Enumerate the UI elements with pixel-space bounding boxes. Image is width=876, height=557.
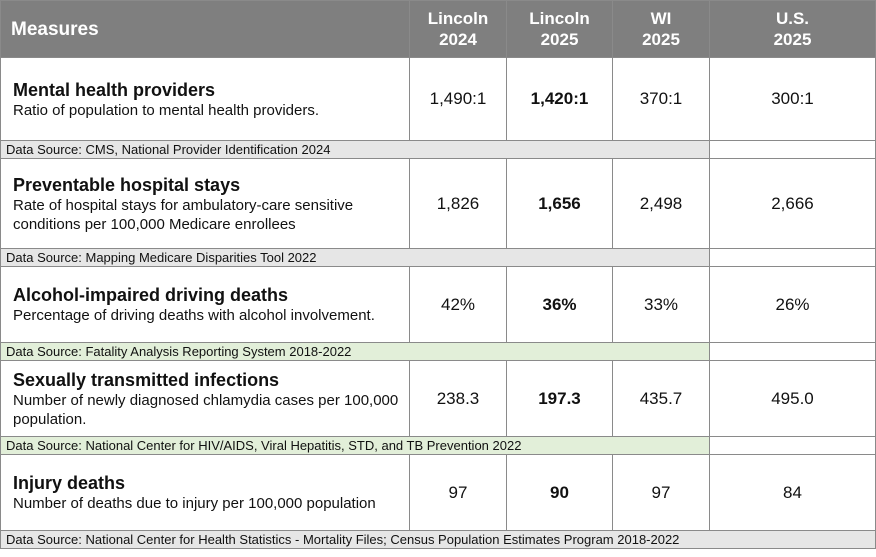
measure-cell: Preventable hospital stays Rate of hospi…	[0, 158, 410, 249]
measure-description: Number of deaths due to injury per 100,0…	[13, 495, 376, 512]
measure-row-injury-deaths: Injury deaths Number of deaths due to in…	[0, 454, 876, 531]
header-line1: U.S.	[775, 9, 810, 28]
value-lincoln-2024: 1,490:1	[409, 57, 507, 141]
header-line2: 2024	[439, 30, 477, 49]
measure-title: Injury deaths	[13, 473, 126, 493]
source-blank-cell	[709, 342, 876, 361]
source-blank-cell	[709, 436, 876, 455]
measure-title: Mental health providers	[13, 79, 216, 100]
header-line1: WI	[650, 9, 672, 28]
measure-title: Sexually transmitted infections	[13, 369, 280, 390]
source-row: Data Source: National Center for Health …	[0, 530, 876, 549]
data-source: Data Source: Mapping Medicare Disparitie…	[0, 248, 710, 267]
measure-cell: Sexually transmitted infections Number o…	[0, 360, 410, 437]
header-row: Measures Lincoln 2024 Lincoln 2025 WI 20…	[0, 0, 876, 58]
value-us-2025: 26%	[709, 266, 876, 343]
data-source: Data Source: CMS, National Provider Iden…	[0, 140, 710, 159]
measure-description: Rate of hospital stays for ambulatory-ca…	[13, 196, 354, 233]
value-wi-2025: 370:1	[612, 57, 710, 141]
data-source: Data Source: Fatality Analysis Reporting…	[0, 342, 710, 361]
measure-description: Number of newly diagnosed chlamydia case…	[13, 391, 399, 428]
value-wi-2025: 435.7	[612, 360, 710, 437]
value-lincoln-2025: 197.3	[506, 360, 613, 437]
value-wi-2025: 2,498	[612, 158, 710, 249]
measure-cell: Mental health providers Ratio of populat…	[0, 57, 410, 141]
data-source: Data Source: National Center for HIV/AID…	[0, 436, 710, 455]
source-row: Data Source: Fatality Analysis Reporting…	[0, 342, 876, 361]
us-2025-header: U.S. 2025	[709, 0, 876, 58]
source-blank-cell	[709, 140, 876, 159]
measure-row-sexually-transmitted-infections: Sexually transmitted infections Number o…	[0, 360, 876, 437]
value-lincoln-2025: 1,420:1	[506, 57, 613, 141]
value-us-2025: 495.0	[709, 360, 876, 437]
measures-header: Measures	[0, 0, 410, 58]
header-line2: 2025	[540, 30, 579, 49]
value-wi-2025: 97	[612, 454, 710, 531]
header-line2: 2025	[642, 30, 680, 49]
value-lincoln-2024: 97	[409, 454, 507, 531]
measure-row-alcohol-impaired-driving-deaths: Alcohol-impaired driving deaths Percenta…	[0, 266, 876, 343]
value-lincoln-2024: 42%	[409, 266, 507, 343]
measure-cell: Alcohol-impaired driving deaths Percenta…	[0, 266, 410, 343]
value-us-2025: 2,666	[709, 158, 876, 249]
value-lincoln-2024: 238.3	[409, 360, 507, 437]
source-row: Data Source: CMS, National Provider Iden…	[0, 140, 876, 159]
value-lincoln-2025: 36%	[506, 266, 613, 343]
value-lincoln-2025: 1,656	[506, 158, 613, 249]
value-wi-2025: 33%	[612, 266, 710, 343]
source-blank-cell	[709, 248, 876, 267]
wi-2025-header: WI 2025	[612, 0, 710, 58]
lincoln-2024-header: Lincoln 2024	[409, 0, 507, 58]
source-row: Data Source: Mapping Medicare Disparitie…	[0, 248, 876, 267]
measure-description: Percentage of driving deaths with alcoho…	[13, 307, 375, 324]
measure-title: Alcohol-impaired driving deaths	[13, 285, 289, 305]
value-us-2025: 84	[709, 454, 876, 531]
value-lincoln-2024: 1,826	[409, 158, 507, 249]
value-us-2025: 300:1	[709, 57, 876, 141]
header-line2: 2025	[773, 30, 812, 49]
measure-title: Preventable hospital stays	[13, 174, 241, 195]
measure-description: Ratio of population to mental health pro…	[13, 101, 320, 119]
source-row: Data Source: National Center for HIV/AID…	[0, 436, 876, 455]
value-lincoln-2025: 90	[506, 454, 613, 531]
header-line1: Lincoln	[427, 9, 489, 28]
data-source: Data Source: National Center for Health …	[0, 530, 876, 549]
measure-row-preventable-hospital-stays: Preventable hospital stays Rate of hospi…	[0, 158, 876, 249]
header-line1: Lincoln	[529, 9, 590, 28]
lincoln-2025-header: Lincoln 2025	[506, 0, 613, 58]
measure-cell: Injury deaths Number of deaths due to in…	[0, 454, 410, 531]
measure-row-mental-health-providers: Mental health providers Ratio of populat…	[0, 57, 876, 141]
